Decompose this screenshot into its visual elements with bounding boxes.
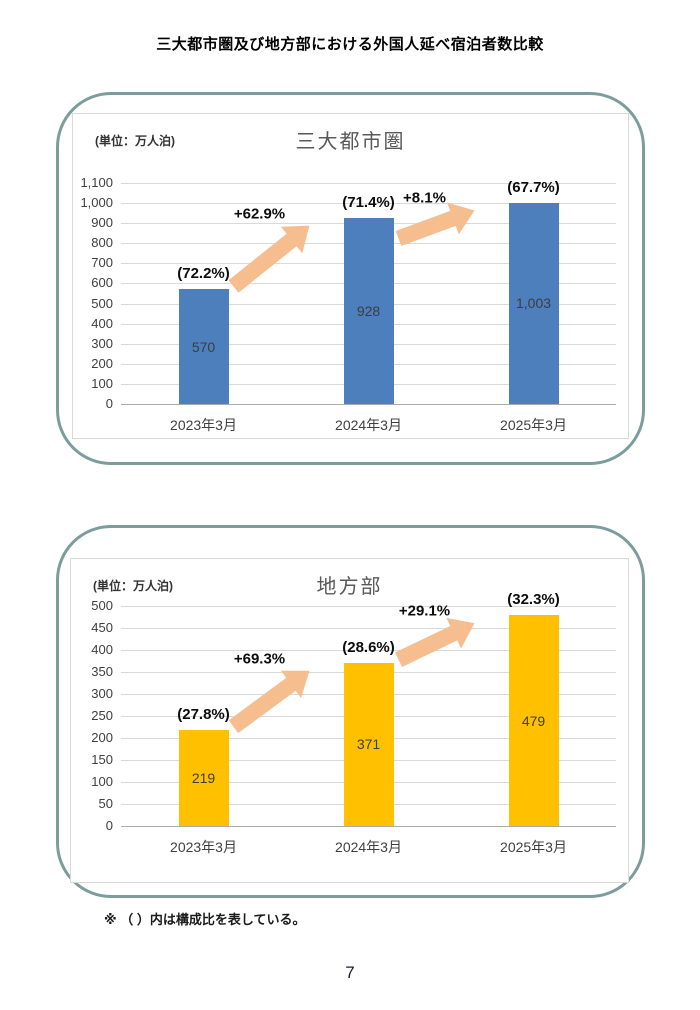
y-axis-tick-label: 150 bbox=[91, 752, 113, 767]
y-axis-tick-label: 250 bbox=[91, 708, 113, 723]
bar-value-label: 479 bbox=[521, 712, 546, 729]
y-axis-tick-label: 200 bbox=[91, 730, 113, 745]
regional-chart-title: 地方部 bbox=[316, 576, 383, 598]
y-axis-tick-label: 400 bbox=[91, 315, 113, 331]
share-label: (67.7%) bbox=[507, 178, 560, 196]
metro-plot-area: 1,100 1,000 900 800 700 600 500 400 300 200 100 0 57… bbox=[80, 176, 616, 433]
gridline bbox=[121, 650, 616, 651]
share-label: (28.6%) bbox=[342, 638, 395, 656]
bar-value-label: 371 bbox=[356, 736, 381, 753]
y-axis-tick-label: 600 bbox=[91, 275, 113, 291]
y-axis-tick-label: 100 bbox=[91, 774, 113, 789]
y-axis-tick-label: 0 bbox=[105, 396, 113, 411]
y-axis-tick-label: 500 bbox=[91, 598, 113, 613]
gridline bbox=[121, 628, 616, 629]
y-axis-tick-label: 300 bbox=[91, 335, 113, 351]
bar bbox=[343, 662, 394, 826]
category-label: 2025年3月 bbox=[500, 417, 567, 433]
regional-unit-label: (単位：万人泊) bbox=[93, 579, 173, 593]
y-axis-tick-label: 200 bbox=[91, 355, 113, 371]
growth-rate-label: +62.9% bbox=[233, 205, 286, 223]
growth-arrow-icon bbox=[395, 202, 475, 246]
regional-chart-frame: (単位：万人泊) 地方部 500 450 400 350 300 250 200 150 100… bbox=[70, 558, 629, 883]
category-label: 2025年3月 bbox=[500, 839, 567, 855]
bar bbox=[178, 729, 229, 826]
growth-rate-label: +8.1% bbox=[403, 189, 446, 207]
growth-arrow-icon bbox=[228, 670, 310, 734]
y-axis-tick-label: 900 bbox=[91, 215, 113, 231]
x-axis-line bbox=[121, 826, 616, 827]
bar-value-label: 1,003 bbox=[515, 295, 552, 312]
y-axis-tick-label: 300 bbox=[91, 686, 113, 701]
bar bbox=[178, 289, 229, 404]
growth-rate-label: +29.1% bbox=[398, 602, 451, 620]
gridline bbox=[121, 203, 616, 205]
bar bbox=[508, 202, 559, 404]
bar bbox=[508, 615, 559, 826]
regional-plot-area: 500 450 400 350 300 250 200 150 100 50 0 219 2023年3月… bbox=[91, 591, 616, 855]
regional-chart-card: (単位：万人泊) 地方部 500 450 400 350 300 250 200 150 100… bbox=[56, 525, 645, 898]
share-label: (71.4%) bbox=[342, 193, 395, 211]
y-axis-tick-label: 1,000 bbox=[80, 195, 113, 211]
metro-chart-card: (単位：万人泊) 三大都市圏 1,100 1,000 900 800 700 600 500… bbox=[56, 92, 645, 465]
gridline bbox=[121, 183, 616, 184]
y-axis-tick-label: 450 bbox=[91, 620, 113, 635]
category-label: 2024年3月 bbox=[335, 839, 402, 855]
category-label: 2023年3月 bbox=[170, 417, 237, 433]
page-number: 7 bbox=[345, 963, 355, 982]
y-axis-tick-label: 350 bbox=[91, 664, 113, 679]
y-axis-tick-label: 400 bbox=[91, 642, 113, 657]
y-axis-tick-label: 800 bbox=[91, 235, 113, 251]
growth-arrow-icon bbox=[395, 617, 475, 667]
x-axis-line bbox=[121, 404, 616, 405]
y-axis-tick-label: 50 bbox=[98, 796, 113, 811]
share-label: (27.8%) bbox=[177, 705, 230, 723]
page-title: 三大都市圏及び地方部における外国人延べ宿泊者数比較 bbox=[156, 36, 544, 53]
y-axis-tick-label: 100 bbox=[91, 375, 113, 391]
bar-value-label: 928 bbox=[356, 302, 381, 319]
category-label: 2024年3月 bbox=[335, 417, 402, 433]
y-axis-tick-label: 0 bbox=[105, 818, 113, 833]
category-label: 2023年3月 bbox=[170, 839, 237, 855]
footnote: ※ （ ）内は構成比を表している。 bbox=[104, 912, 306, 927]
bar bbox=[343, 217, 394, 404]
bar-value-label: 219 bbox=[191, 769, 216, 786]
y-axis-tick-label: 500 bbox=[91, 295, 113, 311]
gridline bbox=[121, 606, 616, 607]
bar-value-label: 570 bbox=[191, 338, 216, 355]
growth-rate-label: +69.3% bbox=[233, 650, 286, 668]
share-label: (72.2%) bbox=[177, 265, 230, 283]
metro-chart-title: 三大都市圏 bbox=[295, 131, 406, 153]
metro-chart-frame: (単位：万人泊) 三大都市圏 1,100 1,000 900 800 700 600 500… bbox=[72, 113, 629, 439]
metro-unit-label: (単位：万人泊) bbox=[95, 134, 175, 148]
y-axis-tick-label: 700 bbox=[91, 255, 113, 271]
share-label: (32.3%) bbox=[507, 591, 560, 609]
y-axis-tick-label: 1,100 bbox=[80, 175, 113, 190]
